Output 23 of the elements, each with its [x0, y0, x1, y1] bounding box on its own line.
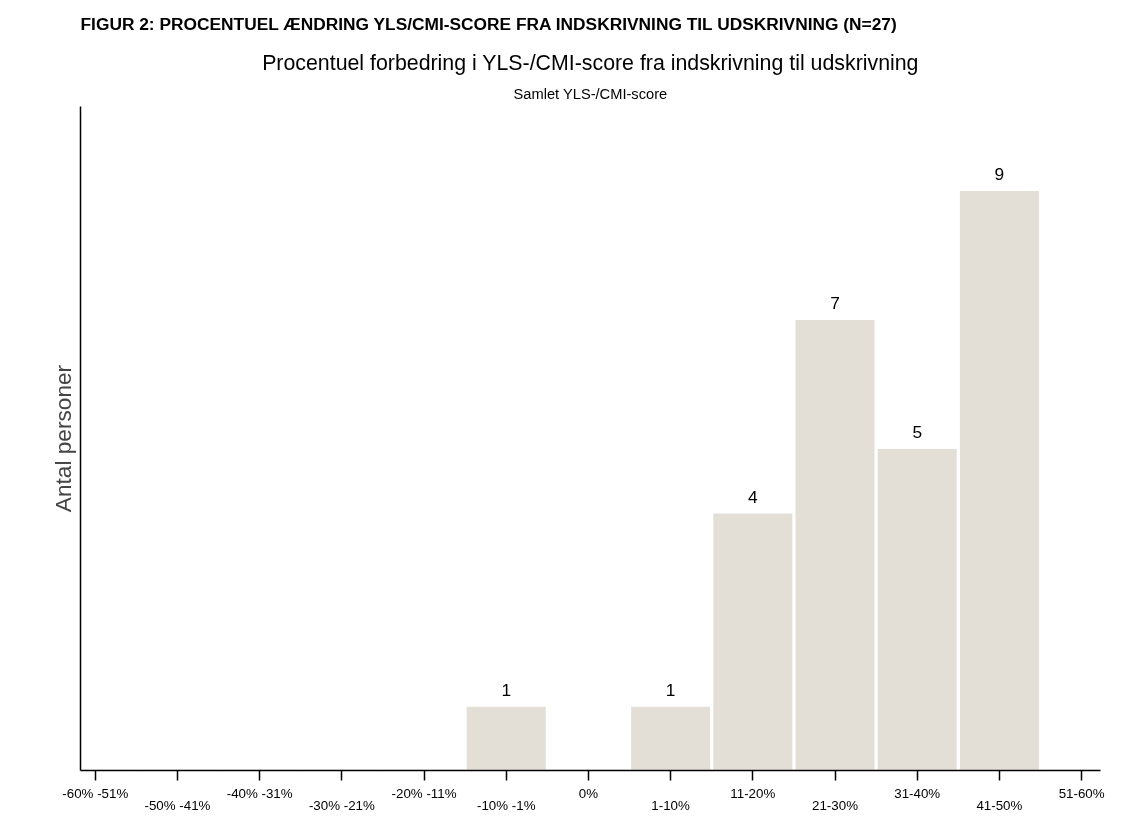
x-tick-label: -60% -51%: [62, 785, 129, 801]
y-axis-title: Antal personer: [49, 364, 76, 513]
data-label: 7: [830, 293, 840, 314]
x-tick-label: -40% -31%: [226, 785, 293, 801]
x-tick-label: 51-60%: [1058, 785, 1105, 801]
x-tick-label: -20% -11%: [391, 785, 457, 801]
x-tick-label: 0%: [578, 785, 599, 801]
chart-subtitle: Procentuel forbedring i YLS-/CMI-score fra indskrivning til udskrivning: [262, 50, 919, 75]
chart-title: FIGUR 2: PROCENTUEL ÆNDRING YLS/CMI-SCORE FRA INDSKRIVNING TIL UDSKRIVNING (N=27): [80, 13, 897, 34]
data-label: 1: [501, 680, 512, 701]
x-tick-label: -50% -41%: [144, 797, 211, 813]
data-label: 1: [665, 680, 676, 701]
data-label: 9: [994, 164, 1005, 185]
x-tick-label: 31-40%: [894, 785, 941, 801]
x-tick-label: -30% -21%: [308, 797, 375, 813]
x-tick-label: 11-20%: [730, 785, 776, 801]
data-label: 4: [748, 486, 759, 507]
x-tick-label: 1-10%: [651, 797, 691, 813]
x-tick-label: -10% -1%: [476, 797, 536, 813]
x-tick-label: 21-30%: [812, 797, 859, 813]
text: Samlet YLS-/CMI-score: [513, 85, 668, 102]
x-tick-label: 41-50%: [976, 797, 1023, 813]
data-label: 5: [912, 422, 923, 443]
